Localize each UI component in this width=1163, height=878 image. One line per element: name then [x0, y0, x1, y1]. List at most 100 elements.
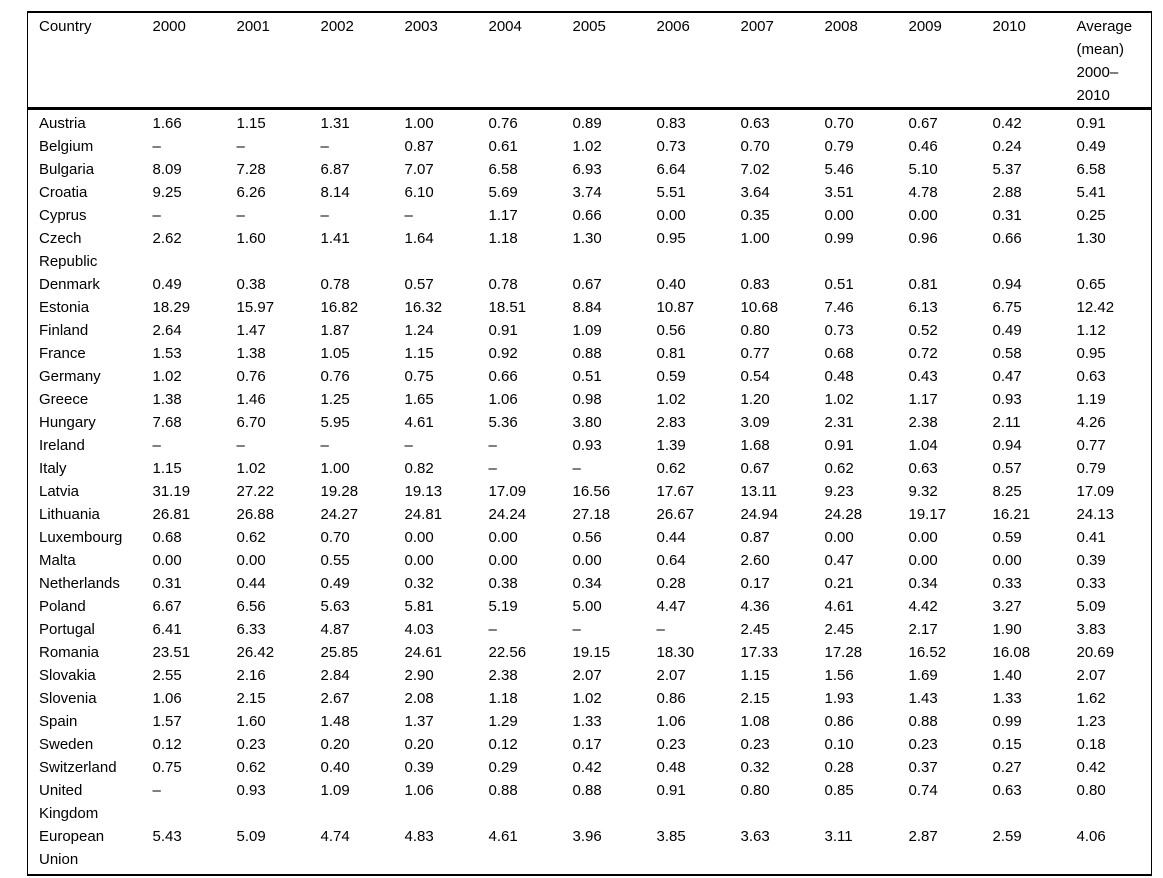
- column-header-year-2009: 2009: [908, 12, 993, 110]
- value-cell: 0.79: [824, 138, 854, 155]
- average-cell: 20.69: [1076, 644, 1115, 661]
- table-row: Spain 1.57 1.60 1.48 1.37 1.29 1.33 1.06 1.08 0.8…: [28, 710, 1152, 733]
- country-cell: Austria: [39, 115, 86, 132]
- value-cell: 0.12: [488, 736, 518, 753]
- value-cell: 0.00: [236, 552, 266, 569]
- value-cell: 1.04: [908, 437, 938, 454]
- value-cell: 1.15: [236, 115, 266, 132]
- value-cell: 2.07: [572, 667, 602, 684]
- value-cell: 10.87: [656, 299, 695, 316]
- value-cell: 16.52: [908, 644, 947, 661]
- value-cell: 24.24: [488, 506, 527, 523]
- value-cell: 1.37: [404, 713, 434, 730]
- table-row: United Kingdom – 0.93 1.09 1.06 0.88 0.88 0.91 0…: [28, 779, 1152, 825]
- value-cell: 0.91: [824, 437, 854, 454]
- value-cell: 16.82: [320, 299, 359, 316]
- value-cell: 0.70: [740, 138, 770, 155]
- value-cell: 2.31: [824, 414, 854, 431]
- value-cell: 0.58: [992, 345, 1022, 362]
- value-cell: 2.90: [404, 667, 434, 684]
- value-cell: 16.56: [572, 483, 611, 500]
- value-cell: 26.81: [152, 506, 191, 523]
- value-cell: 0.88: [572, 782, 602, 799]
- value-cell: 0.68: [824, 345, 854, 362]
- country-cell: Italy: [39, 460, 67, 477]
- value-cell: 3.74: [572, 184, 602, 201]
- value-cell: 2.59: [992, 828, 1022, 845]
- value-cell: 3.11: [824, 828, 853, 845]
- value-cell: 27.22: [236, 483, 275, 500]
- value-cell: 17.28: [824, 644, 863, 661]
- value-cell: 0.00: [908, 207, 938, 224]
- value-cell: 0.54: [740, 368, 770, 385]
- value-cell: 6.56: [236, 598, 266, 615]
- country-cell: Luxembourg: [39, 529, 123, 546]
- average-cell: 5.09: [1076, 598, 1106, 615]
- value-cell: 6.87: [320, 161, 350, 178]
- value-cell: –: [488, 437, 497, 454]
- value-cell: 0.59: [656, 368, 686, 385]
- average-cell: 0.33: [1076, 575, 1106, 592]
- average-cell: 3.83: [1076, 621, 1106, 638]
- value-cell: 0.35: [740, 207, 770, 224]
- value-cell: 0.28: [824, 759, 854, 776]
- average-cell: 0.77: [1076, 437, 1106, 454]
- value-cell: 0.83: [656, 115, 686, 132]
- value-cell: 8.09: [152, 161, 182, 178]
- value-cell: 0.93: [236, 782, 266, 799]
- value-cell: 3.64: [740, 184, 770, 201]
- value-cell: 1.43: [908, 690, 938, 707]
- value-cell: 24.28: [824, 506, 863, 523]
- table-row: Denmark 0.49 0.38 0.78 0.57 0.78 0.67 0.40 0.83 0…: [28, 273, 1152, 296]
- value-cell: 5.36: [488, 414, 518, 431]
- value-cell: 1.02: [236, 460, 266, 477]
- value-cell: 0.42: [572, 759, 602, 776]
- value-cell: 25.85: [320, 644, 359, 661]
- value-cell: 1.25: [320, 391, 350, 408]
- table-row: Poland 6.67 6.56 5.63 5.81 5.19 5.00 4.47 4.36 4.…: [28, 595, 1152, 618]
- table-row: Romania 23.51 26.42 25.85 24.61 22.56 19.15 18.…: [28, 641, 1152, 664]
- value-cell: 0.66: [572, 207, 602, 224]
- value-cell: 0.44: [656, 529, 686, 546]
- value-cell: 5.69: [488, 184, 518, 201]
- value-cell: 7.46: [824, 299, 854, 316]
- value-cell: 6.93: [572, 161, 602, 178]
- average-cell: 24.13: [1076, 506, 1115, 523]
- value-cell: 0.72: [908, 345, 938, 362]
- value-cell: 1.18: [488, 690, 518, 707]
- value-cell: 1.20: [740, 391, 770, 408]
- average-cell: 0.18: [1076, 736, 1106, 753]
- value-cell: 24.61: [404, 644, 443, 661]
- value-cell: 5.09: [236, 828, 266, 845]
- table-row: Slovakia 2.55 2.16 2.84 2.90 2.38 2.07 2.07 1.15…: [28, 664, 1152, 687]
- value-cell: 1.60: [236, 230, 266, 247]
- table-row: Cyprus – – – – 1.17 0.66 0.00 0.35 0.00 0.00 0.31 0.…: [28, 204, 1152, 227]
- column-header-average-line: 2010: [1076, 87, 1110, 104]
- average-cell: 0.65: [1076, 276, 1106, 293]
- value-cell: 0.27: [992, 759, 1022, 776]
- value-cell: 0.73: [656, 138, 686, 155]
- value-cell: 0.82: [404, 460, 434, 477]
- table-row: Lithuania 26.81 26.88 24.27 24.81 24.24 27.18 2…: [28, 503, 1152, 526]
- value-cell: 2.07: [656, 667, 686, 684]
- average-cell: 1.62: [1076, 690, 1106, 707]
- value-cell: 2.87: [908, 828, 938, 845]
- value-cell: 0.52: [908, 322, 938, 339]
- average-cell: 0.49: [1076, 138, 1106, 155]
- column-header-average-line: 2000–: [1076, 64, 1119, 81]
- value-cell: 4.83: [404, 828, 434, 845]
- average-cell: 0.41: [1076, 529, 1106, 546]
- value-cell: 6.26: [236, 184, 266, 201]
- value-cell: 0.81: [656, 345, 686, 362]
- value-cell: 0.62: [236, 759, 266, 776]
- value-cell: 2.83: [656, 414, 686, 431]
- value-cell: –: [236, 138, 245, 155]
- value-cell: 17.33: [740, 644, 779, 661]
- value-cell: 6.41: [152, 621, 182, 638]
- country-cell: Romania: [39, 644, 100, 661]
- country-cell: Belgium: [39, 138, 94, 155]
- value-cell: 0.23: [656, 736, 686, 753]
- value-cell: 0.85: [824, 782, 854, 799]
- value-cell: 1.30: [572, 230, 602, 247]
- value-cell: 26.67: [656, 506, 695, 523]
